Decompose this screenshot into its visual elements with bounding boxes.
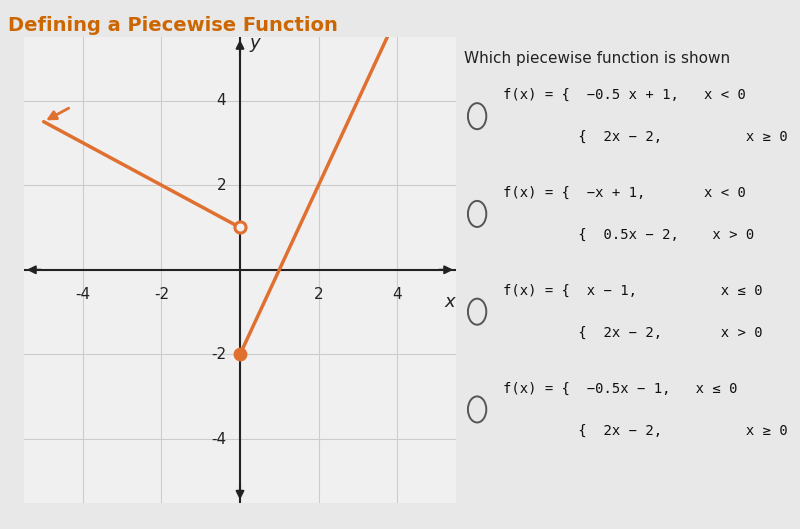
- Text: y: y: [250, 34, 261, 52]
- Text: f(x) = {  −x + 1,       x < 0: f(x) = { −x + 1, x < 0: [503, 186, 746, 200]
- Text: 4: 4: [392, 287, 402, 302]
- Text: 2: 2: [217, 178, 226, 193]
- Text: f(x) = {  −0.5 x + 1,   x < 0: f(x) = { −0.5 x + 1, x < 0: [503, 88, 746, 102]
- Text: 4: 4: [217, 93, 226, 108]
- Text: Defining a Piecewise Function: Defining a Piecewise Function: [8, 16, 338, 35]
- Text: {  2x − 2,          x ≥ 0: { 2x − 2, x ≥ 0: [503, 130, 788, 144]
- Text: -2: -2: [211, 347, 226, 362]
- Text: -4: -4: [211, 432, 226, 446]
- Text: x: x: [445, 293, 455, 311]
- Text: {  0.5x − 2,    x > 0: { 0.5x − 2, x > 0: [503, 228, 754, 242]
- Text: -2: -2: [154, 287, 169, 302]
- Text: f(x) = {  x − 1,          x ≤ 0: f(x) = { x − 1, x ≤ 0: [503, 284, 763, 298]
- Text: f(x) = {  −0.5x − 1,   x ≤ 0: f(x) = { −0.5x − 1, x ≤ 0: [503, 381, 738, 396]
- Text: {  2x − 2,       x > 0: { 2x − 2, x > 0: [503, 326, 763, 340]
- Text: -4: -4: [75, 287, 90, 302]
- Text: Which piecewise function is shown: Which piecewise function is shown: [464, 51, 730, 66]
- Text: {  2x − 2,          x ≥ 0: { 2x − 2, x ≥ 0: [503, 423, 788, 437]
- Text: 2: 2: [314, 287, 323, 302]
